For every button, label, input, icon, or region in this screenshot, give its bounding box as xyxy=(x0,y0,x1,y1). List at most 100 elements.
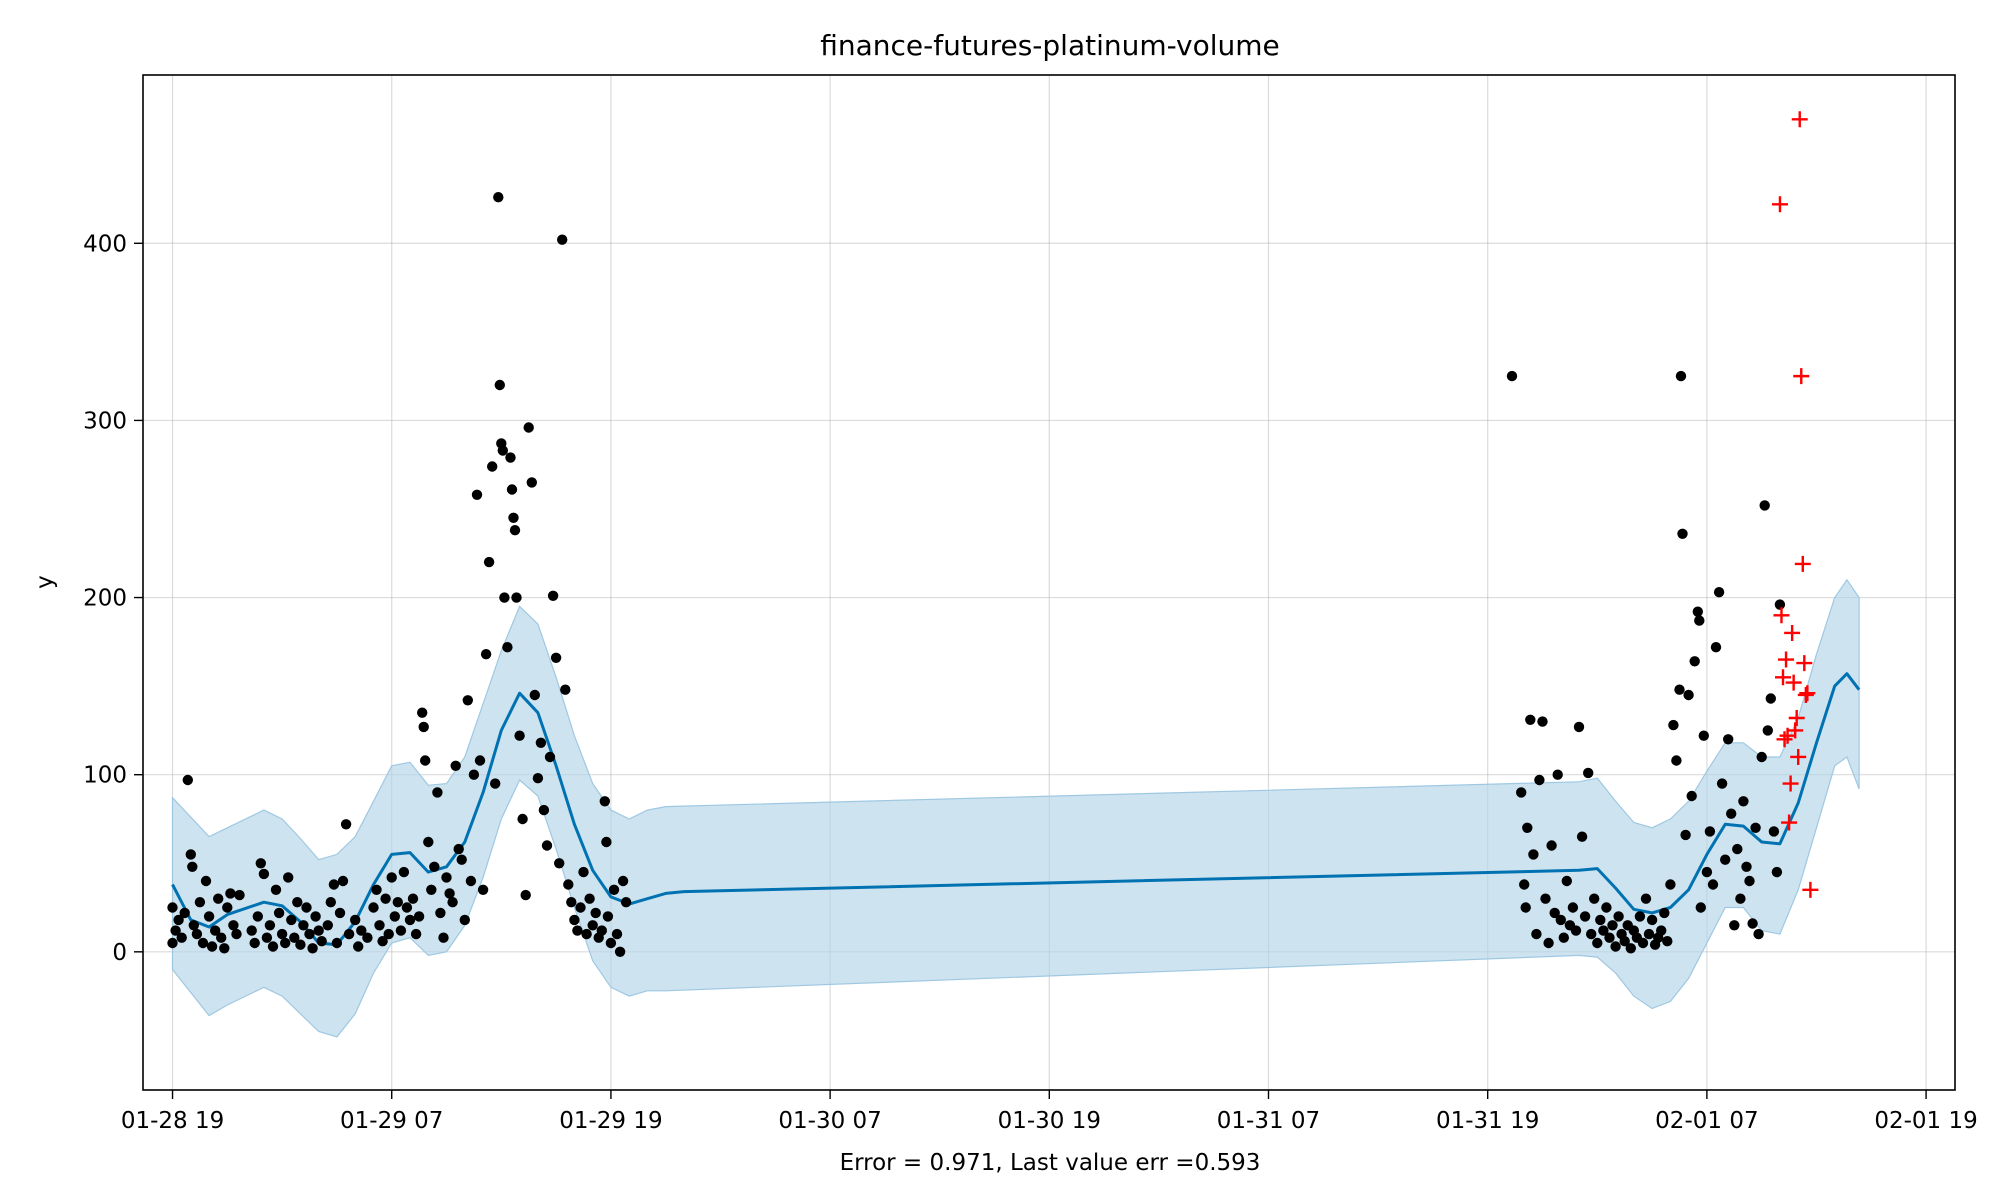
observed-point xyxy=(200,875,212,887)
observed-point xyxy=(203,911,215,922)
observed-point xyxy=(563,879,574,890)
observed-point xyxy=(477,884,489,895)
observed-point xyxy=(1680,829,1691,841)
observed-point xyxy=(261,932,273,943)
observed-point xyxy=(362,932,373,943)
observed-point xyxy=(587,920,598,931)
observed-point xyxy=(1546,840,1557,851)
observed-point xyxy=(599,796,610,807)
observed-point xyxy=(1671,755,1682,766)
x-tick-label: 01-30 07 xyxy=(778,1108,881,1134)
observed-point xyxy=(614,946,626,957)
observed-point xyxy=(1759,500,1770,511)
observed-point xyxy=(532,773,544,784)
observed-point xyxy=(1713,587,1725,598)
observed-point xyxy=(1519,879,1530,890)
chart-title: finance-futures-platinum-volume xyxy=(820,29,1279,62)
observed-point xyxy=(490,778,501,789)
observed-point xyxy=(426,884,437,895)
observed-point xyxy=(601,836,612,848)
observed-point xyxy=(1689,656,1700,667)
observed-point xyxy=(1573,721,1585,733)
observed-point xyxy=(497,445,508,456)
observed-point xyxy=(1520,902,1531,913)
observed-point xyxy=(252,911,263,922)
x-axis-label: Error = 0.971, Last value err =0.593 xyxy=(840,1150,1261,1176)
y-tick-label: 300 xyxy=(83,408,127,434)
observed-point xyxy=(191,928,203,940)
observed-point xyxy=(407,893,419,904)
observed-point xyxy=(1707,879,1719,890)
observed-point xyxy=(456,854,467,865)
observed-point xyxy=(371,884,382,895)
observed-point xyxy=(170,925,181,936)
observed-point xyxy=(1543,937,1554,949)
observed-point xyxy=(1753,928,1764,940)
observed-point xyxy=(526,477,537,488)
future-point xyxy=(1782,775,1799,792)
observed-point xyxy=(1516,787,1527,798)
observed-point xyxy=(441,872,452,883)
observed-point xyxy=(596,925,607,936)
observed-point xyxy=(611,928,623,940)
observed-point xyxy=(468,769,480,780)
observed-point xyxy=(560,684,571,695)
observed-point xyxy=(401,902,413,913)
observed-point xyxy=(514,730,525,741)
observed-point xyxy=(465,875,477,887)
observed-point xyxy=(1698,730,1710,741)
future-point xyxy=(1781,814,1798,831)
observed-point xyxy=(1710,642,1722,653)
observed-point xyxy=(566,897,577,908)
future-point xyxy=(1797,686,1814,703)
observed-point xyxy=(523,422,534,433)
y-tick-label: 200 xyxy=(83,586,127,612)
observed-point xyxy=(435,907,446,919)
observed-point xyxy=(541,840,553,851)
observed-points xyxy=(167,192,1786,957)
observed-point xyxy=(337,875,349,887)
observed-point xyxy=(187,861,198,872)
observed-point xyxy=(1720,854,1731,865)
x-tick-label: 02-01 07 xyxy=(1655,1108,1758,1134)
observed-point xyxy=(1747,918,1758,929)
observed-point xyxy=(420,755,431,766)
future-point xyxy=(1773,607,1790,624)
observed-point xyxy=(194,897,206,908)
observed-point xyxy=(264,920,276,931)
observed-point xyxy=(313,925,324,936)
y-tick-label: 400 xyxy=(83,231,127,257)
observed-point xyxy=(509,525,521,536)
observed-point xyxy=(258,868,270,880)
observed-point xyxy=(1762,725,1774,736)
observed-point xyxy=(480,649,492,660)
observed-point xyxy=(1695,902,1707,913)
future-point xyxy=(1794,555,1811,572)
observed-point xyxy=(228,920,239,931)
future-point xyxy=(1778,651,1795,668)
observed-point xyxy=(493,192,504,203)
observed-point xyxy=(1561,875,1573,887)
observed-point xyxy=(383,928,394,940)
observed-point xyxy=(505,452,516,463)
observed-point xyxy=(547,590,559,601)
observed-point xyxy=(1765,693,1777,704)
future-point xyxy=(1799,685,1816,702)
observed-point xyxy=(1774,599,1786,610)
observed-point xyxy=(1771,866,1783,878)
observed-point xyxy=(276,928,288,940)
observed-point xyxy=(1668,719,1679,731)
observed-point xyxy=(1579,911,1591,922)
observed-point xyxy=(506,484,518,495)
observed-point xyxy=(188,920,199,931)
observed-point xyxy=(179,907,190,919)
observed-point xyxy=(283,872,294,883)
observed-point xyxy=(234,889,245,901)
observed-point xyxy=(222,902,233,913)
future-point xyxy=(1771,196,1788,213)
observed-point xyxy=(1677,528,1688,539)
observed-point xyxy=(474,755,486,766)
x-tick-label: 01-29 19 xyxy=(559,1108,662,1134)
observed-point xyxy=(167,937,178,949)
